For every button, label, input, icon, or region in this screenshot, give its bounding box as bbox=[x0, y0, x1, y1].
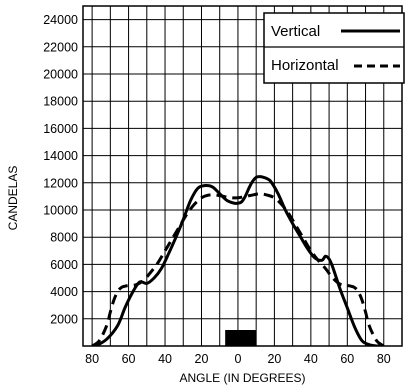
x-axis-title: ANGLE (IN DEGREES) bbox=[179, 371, 305, 385]
x-tick-label: 0 bbox=[234, 352, 241, 366]
legend: Vertical Horizontal bbox=[263, 12, 405, 84]
beam-center-marker bbox=[225, 330, 257, 346]
y-tick-label: 4000 bbox=[50, 285, 78, 299]
legend-label-horizontal: Horizontal bbox=[271, 57, 339, 74]
y-axis-ticks: 2000 4000 6000 8000 10000 12000 14000 16000 1800… bbox=[43, 13, 78, 326]
y-tick-label: 14000 bbox=[43, 149, 78, 163]
x-tick-label: 60 bbox=[122, 352, 136, 366]
y-tick-label: 12000 bbox=[43, 176, 78, 190]
x-tick-label: 60 bbox=[340, 352, 354, 366]
x-tick-label: 20 bbox=[267, 352, 281, 366]
x-tick-label: 40 bbox=[158, 352, 172, 366]
series-layer bbox=[91, 175, 385, 346]
legend-label-vertical: Vertical bbox=[271, 23, 320, 40]
y-tick-label: 6000 bbox=[50, 258, 78, 272]
y-tick-label: 2000 bbox=[50, 312, 78, 326]
series-line-vertical bbox=[94, 175, 381, 346]
y-tick-label: 22000 bbox=[43, 40, 78, 54]
y-tick-label: 16000 bbox=[43, 122, 78, 136]
y-tick-label: 20000 bbox=[43, 68, 78, 82]
series-line-horizontal bbox=[91, 192, 385, 346]
plot-border bbox=[82, 5, 403, 347]
y-tick-label: 8000 bbox=[50, 231, 78, 245]
y-axis-title: CANDELAS bbox=[6, 166, 20, 231]
x-axis-ticks: 80 60 40 20 0 20 40 60 80 bbox=[85, 352, 391, 366]
x-tick-label: 80 bbox=[85, 352, 99, 366]
y-tick-label: 10000 bbox=[43, 204, 78, 218]
x-tick-label: 80 bbox=[377, 352, 391, 366]
y-tick-label: 18000 bbox=[43, 95, 78, 109]
legend-box bbox=[263, 12, 405, 84]
x-tick-label: 20 bbox=[195, 352, 209, 366]
x-tick-label: 40 bbox=[304, 352, 318, 366]
y-tick-label: 24000 bbox=[43, 13, 78, 27]
